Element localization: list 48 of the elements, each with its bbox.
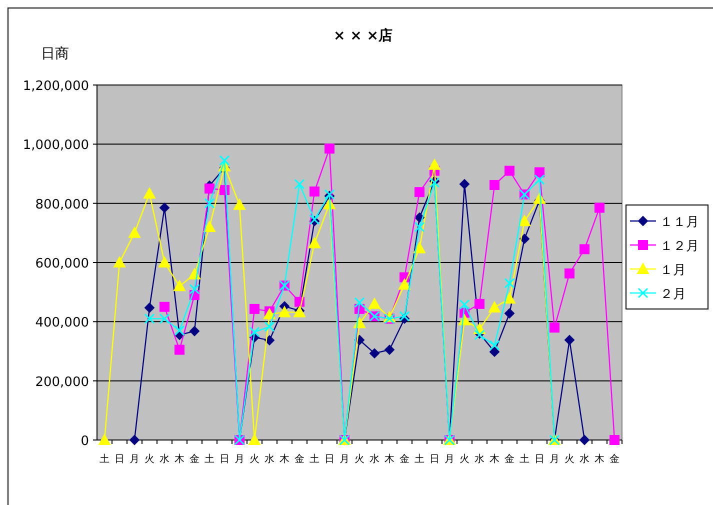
x-tick-label: 水 (160, 453, 170, 465)
x-tick-label: 金 (190, 453, 200, 465)
x-tick-label: 水 (580, 453, 590, 465)
x-tick-label: 木 (174, 453, 184, 465)
x-tick-label: 金 (400, 453, 410, 465)
y-tick-label: 1,200,000 (22, 79, 89, 94)
x-tick-label: 日 (114, 454, 124, 465)
legend-label: ２月 (660, 287, 686, 302)
x-tick-label: 月 (550, 454, 560, 465)
y-tick-label: 200,000 (35, 374, 89, 390)
y-tick-label: 600,000 (35, 256, 89, 272)
x-tick-label: 月 (130, 454, 140, 465)
x-tick-label: 土 (520, 453, 530, 465)
y-tick-label: 0 (80, 434, 89, 449)
x-tick-label: 火 (144, 453, 154, 465)
x-tick-label: 土 (414, 453, 424, 465)
x-tick-label: 金 (504, 453, 514, 465)
y-tick-label: 400,000 (35, 316, 89, 331)
x-tick-label: 水 (370, 453, 380, 465)
x-tick-label: 金 (610, 453, 620, 465)
x-tick-label: 水 (474, 453, 484, 465)
x-tick-label: 日 (324, 454, 334, 465)
x-tick-label: 月 (340, 454, 350, 465)
x-tick-label: 木 (384, 453, 394, 465)
x-tick-label: 土 (310, 453, 320, 465)
x-tick-label: 土 (204, 453, 214, 465)
x-tick-label: 火 (354, 453, 364, 465)
chart-title: × × ×店 (334, 27, 392, 44)
x-tick-label: 日 (430, 454, 440, 465)
x-tick-label: 火 (460, 453, 470, 465)
x-tick-label: 土 (100, 453, 110, 465)
x-tick-label: 木 (594, 453, 604, 465)
x-tick-label: 月 (444, 454, 454, 465)
x-tick-label: 水 (264, 453, 274, 465)
x-tick-label: 日 (220, 454, 230, 465)
y-axis-title: 日商 (41, 46, 69, 62)
x-tick-label: 火 (564, 453, 574, 465)
x-tick-label: 木 (490, 453, 500, 465)
x-tick-label: 火 (250, 453, 260, 465)
legend-label: １２月 (660, 239, 699, 254)
legend-label: １月 (660, 263, 686, 278)
x-tick-label: 日 (534, 454, 544, 465)
legend-label: １１月 (660, 215, 699, 230)
x-tick-label: 木 (280, 453, 290, 465)
y-tick-label: 800,000 (35, 197, 89, 212)
y-tick-label: 1,000,000 (22, 138, 89, 154)
x-tick-label: 月 (234, 454, 244, 465)
x-tick-label: 金 (294, 453, 304, 465)
